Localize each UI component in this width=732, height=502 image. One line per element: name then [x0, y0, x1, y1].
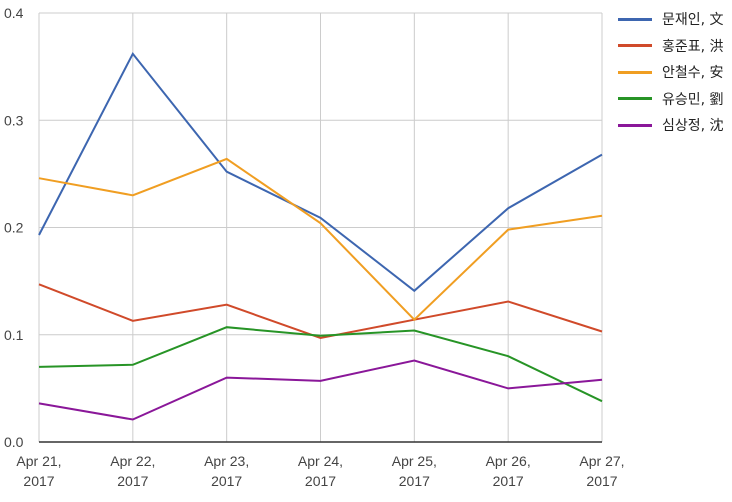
legend-swatch — [618, 70, 652, 74]
grid — [38, 12, 603, 442]
y-tick-label: 0.4 — [4, 5, 24, 21]
x-tick-label-year: 2017 — [305, 473, 336, 489]
legend-label: 홍준표, 洪 — [662, 38, 724, 55]
x-tick-label: Apr 26, — [486, 453, 531, 469]
series-line-0 — [38, 51, 603, 293]
y-tick-label: 0.0 — [4, 434, 24, 450]
legend-label: 문재인, 文 — [662, 12, 724, 29]
legend-item: 유승민, 劉 — [618, 86, 724, 113]
x-tick-label: Apr 21, — [16, 453, 61, 469]
series-line-2 — [38, 157, 603, 322]
legend-label: 안철수, 安 — [662, 65, 724, 82]
x-tick-label-year: 2017 — [586, 473, 617, 489]
legend-item: 심상정, 沈 — [618, 112, 724, 139]
legend-item: 문재인, 文 — [618, 6, 724, 33]
x-tick-label-year: 2017 — [399, 473, 430, 489]
legend-swatch — [618, 44, 652, 48]
y-tick-label: 0.1 — [4, 327, 24, 343]
series-line-1 — [38, 283, 603, 340]
x-tick-label: Apr 27, — [579, 453, 624, 469]
legend-label: 유승민, 劉 — [662, 91, 724, 108]
series-line-4 — [38, 359, 603, 421]
y-tick-label: 0.3 — [4, 112, 24, 128]
legend-label: 심상정, 沈 — [662, 118, 724, 135]
legend-swatch — [618, 123, 652, 127]
y-axis-ticks: 0.0 0.1 0.2 0.3 0.4 — [4, 5, 24, 450]
x-tick-label-year: 2017 — [23, 473, 54, 489]
legend: 문재인, 文 홍준표, 洪 안철수, 安 유승민, 劉 심상정, 沈 — [618, 6, 724, 139]
x-tick-label-year: 2017 — [493, 473, 524, 489]
series-lines — [38, 51, 603, 421]
y-tick-label: 0.2 — [4, 220, 24, 236]
x-tick-label: Apr 23, — [204, 453, 249, 469]
series-line-3 — [38, 326, 603, 403]
legend-item: 홍준표, 洪 — [618, 33, 724, 60]
x-tick-label-year: 2017 — [117, 473, 148, 489]
x-tick-label: Apr 22, — [110, 453, 155, 469]
legend-swatch — [618, 97, 652, 101]
x-tick-label-year: 2017 — [211, 473, 242, 489]
x-axis-ticks: Apr 21, 2017 Apr 22, 2017 Apr 23, 2017 Apr 24,… — [16, 453, 624, 489]
legend-item: 안철수, 安 — [618, 59, 724, 86]
x-tick-label: Apr 25, — [392, 453, 437, 469]
legend-swatch — [618, 17, 652, 21]
x-tick-label: Apr 24, — [298, 453, 343, 469]
